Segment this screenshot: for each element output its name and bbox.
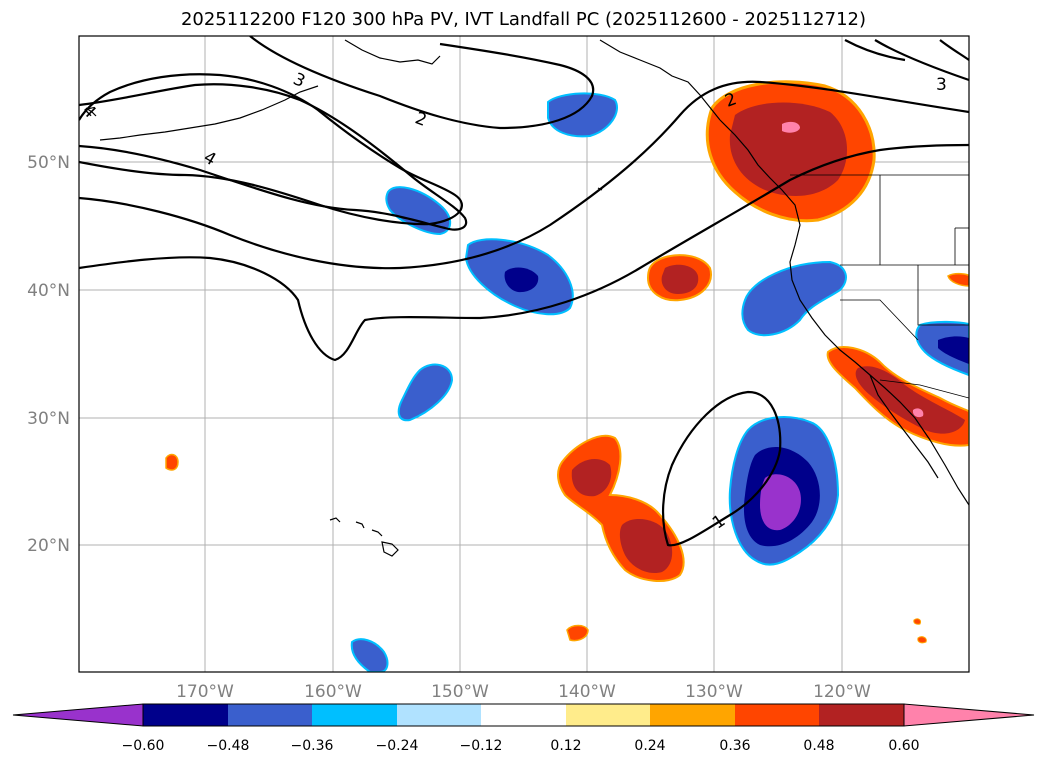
colorbar-bin bbox=[735, 704, 819, 726]
colorbar-extend-low bbox=[12, 703, 144, 727]
coastlines bbox=[85, 39, 969, 557]
lon-label-160w: 160°W bbox=[304, 682, 362, 702]
ivt-negative-anomalies bbox=[350, 92, 969, 672]
colorbar-tick: −0.12 bbox=[460, 738, 503, 754]
borders bbox=[790, 174, 969, 399]
colorbar-bin bbox=[228, 704, 312, 726]
colorbar: −0.60 −0.48 −0.36 −0.24 −0.12 0.12 0.24 … bbox=[12, 703, 1035, 754]
lat-label-50n: 50°N bbox=[27, 153, 70, 173]
colorbar-extend-high bbox=[903, 703, 1035, 727]
lat-label-30n: 30°N bbox=[27, 409, 70, 429]
colorbar-ticks: −0.60 −0.48 −0.36 −0.24 −0.12 0.12 0.24 … bbox=[122, 738, 920, 754]
lon-label-170w: 170°W bbox=[176, 682, 234, 702]
lat-label-20n: 20°N bbox=[27, 536, 70, 556]
lon-label-150w: 150°W bbox=[431, 682, 489, 702]
ivt-positive-anomalies bbox=[165, 80, 969, 644]
colorbar-bin bbox=[566, 704, 650, 726]
map-frame bbox=[78, 35, 970, 673]
colorbar-tick: 0.48 bbox=[803, 738, 834, 754]
lon-label-120w: 120°W bbox=[813, 682, 871, 702]
colorbar-tick: −0.60 bbox=[122, 738, 165, 754]
colorbar-bin bbox=[143, 704, 228, 726]
longitude-labels: 170°W 160°W 150°W 140°W 130°W 120°W bbox=[176, 682, 871, 702]
colorbar-bin bbox=[397, 704, 481, 726]
colorbar-bin bbox=[312, 704, 397, 726]
colorbar-tick: 0.36 bbox=[719, 738, 750, 754]
contour-label-3b: 3 bbox=[936, 75, 947, 95]
colorbar-tick: 0.24 bbox=[634, 738, 665, 754]
colorbar-tick: −0.36 bbox=[291, 738, 334, 754]
colorbar-bin bbox=[481, 704, 566, 726]
colorbar-tick: 0.60 bbox=[888, 738, 919, 754]
colorbar-tick: 0.12 bbox=[550, 738, 581, 754]
colorbar-bin bbox=[650, 704, 735, 726]
lon-label-140w: 140°W bbox=[558, 682, 616, 702]
colorbar-tick: −0.24 bbox=[376, 738, 419, 754]
colorbar-tick: −0.48 bbox=[207, 738, 250, 754]
map-title: 2025112200 F120 300 hPa PV, IVT Landfall… bbox=[180, 9, 867, 30]
pv-contours bbox=[79, 36, 969, 547]
lon-label-130w: 130°W bbox=[685, 682, 743, 702]
latitude-labels: 50°N 40°N 30°N 20°N bbox=[27, 153, 70, 556]
colorbar-bin bbox=[819, 704, 904, 726]
lat-label-40n: 40°N bbox=[27, 281, 70, 301]
